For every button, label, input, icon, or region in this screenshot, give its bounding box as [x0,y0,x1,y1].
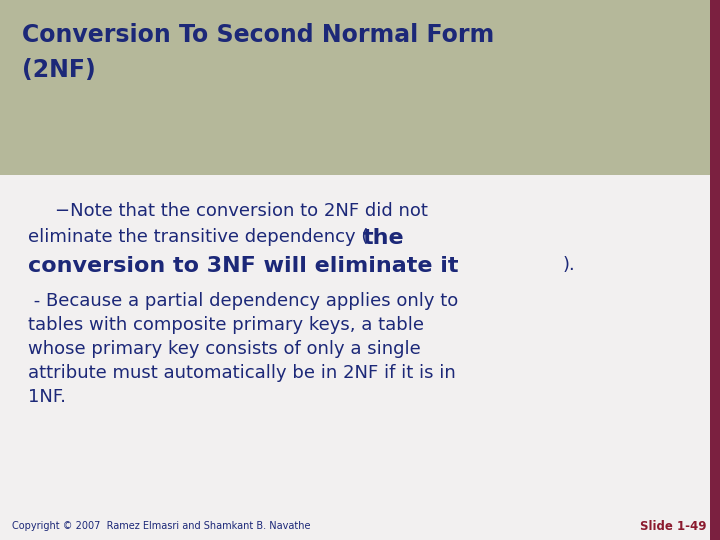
Text: −Note that the conversion to 2NF did not: −Note that the conversion to 2NF did not [55,202,428,220]
Text: Slide 1-49: Slide 1-49 [639,519,706,532]
Text: eliminate the transitive dependency (: eliminate the transitive dependency ( [28,228,369,246]
Text: whose primary key consists of only a single: whose primary key consists of only a sin… [28,340,420,358]
Text: tables with composite primary keys, a table: tables with composite primary keys, a ta… [28,316,424,334]
Text: ).: ). [563,256,576,274]
Text: 1NF.: 1NF. [28,388,66,406]
Text: the: the [363,228,405,248]
Text: (2NF): (2NF) [22,58,96,82]
Bar [710,0,720,540]
Bar [0,175,710,540]
Bar [0,0,720,175]
Text: Conversion To Second Normal Form: Conversion To Second Normal Form [22,23,494,47]
Text: Copyright © 2007  Ramez Elmasri and Shamkant B. Navathe: Copyright © 2007 Ramez Elmasri and Shamk… [12,521,310,531]
Text: attribute must automatically be in 2NF if it is in: attribute must automatically be in 2NF i… [28,364,456,382]
Text: conversion to 3NF will eliminate it: conversion to 3NF will eliminate it [28,256,459,276]
Text: - Because a partial dependency applies only to: - Because a partial dependency applies o… [28,292,458,310]
